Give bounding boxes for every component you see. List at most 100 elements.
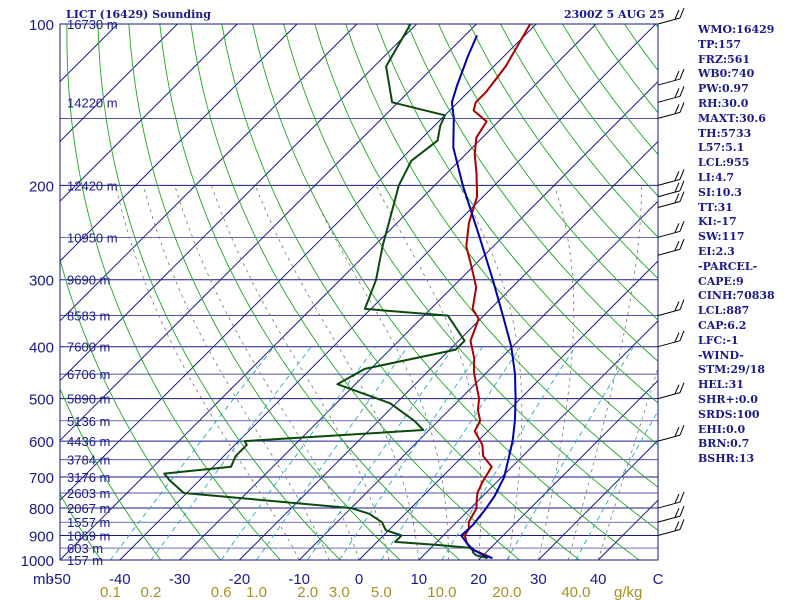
mixing-ratio-line <box>307 346 455 560</box>
index-item: SRDS:100 <box>698 407 760 421</box>
chart-grid <box>60 24 658 560</box>
mixing-ratio-line <box>220 346 376 560</box>
moist-adiabat <box>375 185 482 560</box>
mixing-ratio-label: 0.2 <box>141 584 162 600</box>
isotherm-line <box>60 24 358 322</box>
pressure-tick-label: 300 <box>29 273 54 290</box>
index-item: LI:4.7 <box>698 170 735 184</box>
wind-barb <box>657 86 685 103</box>
temperature-tick-label: -20 <box>229 571 251 588</box>
index-item: FRZ:561 <box>698 52 751 66</box>
pressure-tick-label: 700 <box>29 470 54 487</box>
index-item: SI:10.3 <box>698 185 742 199</box>
height-label: 10950 m <box>67 230 118 245</box>
dry-adiabat <box>128 24 401 560</box>
wind-barb <box>657 519 685 536</box>
station-title: LICT (16429) Sounding <box>66 8 211 21</box>
temperature-tick-label: 10 <box>410 571 427 588</box>
moist-adiabat <box>538 185 575 560</box>
index-item: STM:29/18 <box>698 363 765 377</box>
moist-adiabat <box>143 185 330 560</box>
index-item: EHI:0.0 <box>698 422 746 436</box>
wind-barb <box>657 68 685 86</box>
isotherm-line <box>239 140 658 560</box>
isotherm-line <box>478 379 658 560</box>
index-panel: WMO:16429 TP:157 FRZ:561 WB0:740 PW:0.97 RH:3… <box>698 23 798 467</box>
mixing-ratio-line <box>380 346 521 560</box>
height-label: 1557 m <box>67 515 110 530</box>
pressure-tick-label: 200 <box>29 178 54 195</box>
isotherm-line <box>60 24 298 262</box>
wind-barb <box>657 221 685 238</box>
moist-adiabat <box>458 185 523 560</box>
temperature-axis-labels: -50 -40 -30 -20 -10 0 10 20 30 40 C <box>49 571 663 588</box>
height-label: 5136 m <box>67 414 110 429</box>
dry-adiabat <box>97 24 341 560</box>
index-item: L57:5.1 <box>698 141 745 155</box>
index-item: HEL:31 <box>698 378 744 392</box>
wind-barb <box>657 505 685 523</box>
wind-barb <box>657 191 685 209</box>
wind-barb <box>657 169 685 186</box>
temperature-tick-label: 20 <box>470 571 487 588</box>
isotherm-line <box>179 80 658 560</box>
isotherm-line <box>60 24 597 560</box>
mixing-ratio-label: 2.0 <box>297 584 318 600</box>
index-item: TT:31 <box>698 200 733 214</box>
plot-frame <box>59 23 659 561</box>
dry-adiabat <box>190 24 520 560</box>
mixing-ratio-line <box>441 346 576 560</box>
pressure-tick-label: 500 <box>29 392 54 409</box>
index-item: EI:2.3 <box>698 244 735 258</box>
index-item: WMO:16429 <box>698 23 775 36</box>
index-item: TH:5733 <box>698 126 752 140</box>
isotherm-line <box>597 499 658 560</box>
index-item: -PARCEL- <box>698 259 758 273</box>
dry-adiabat <box>252 24 640 560</box>
mixing-ratio-labels: 0.1 0.2 0.6 1.0 2.0 3.0 5.0 10.0 20.0 40.0 g/kg <box>100 584 642 600</box>
dry-adiabat <box>314 24 658 488</box>
wind-barb <box>657 299 685 317</box>
pressure-tick-label: 100 <box>29 17 54 34</box>
mixing-ratio-line <box>339 346 484 560</box>
pressure-tick-label: 800 <box>29 501 54 518</box>
height-label: 7600 m <box>67 340 110 355</box>
isotherm-line <box>60 24 477 442</box>
index-item: SHR+:0.0 <box>698 392 758 406</box>
dry-adiabat <box>60 257 221 560</box>
pressure-tick-label: 900 <box>29 528 54 545</box>
height-label: 8583 m <box>67 309 110 324</box>
temperature-trace <box>463 24 532 560</box>
pressure-unit-label: mb <box>33 571 54 588</box>
wind-barb <box>657 239 685 256</box>
isotherm-line <box>119 24 657 560</box>
index-item: CAPE:9 <box>698 274 744 288</box>
mixing-ratio-line <box>256 346 408 560</box>
dry-adiabat <box>469 24 658 280</box>
index-item: PW:0.97 <box>698 82 749 96</box>
height-label: 3784 m <box>67 453 110 468</box>
mixing-ratio-line <box>110 346 275 560</box>
height-label: 2067 m <box>67 501 110 516</box>
mixing-ratio-label: 1.0 <box>246 584 267 600</box>
wind-barb <box>657 424 685 442</box>
isotherm-line <box>60 24 537 501</box>
dry-adiabat <box>345 24 658 446</box>
moist-adiabat <box>115 185 300 560</box>
isotherm-line <box>298 200 658 560</box>
moist-adiabat <box>211 185 390 560</box>
dry-adiabat <box>438 24 658 321</box>
pressure-tick-label: 1000 <box>21 553 54 570</box>
mixing-ratio-line <box>506 346 634 560</box>
height-label: 5890 m <box>67 392 110 407</box>
height-label: 14220 m <box>67 95 118 110</box>
celsius-label: C <box>653 571 664 588</box>
sounding-traces <box>163 24 532 560</box>
parcel-trace <box>450 35 517 560</box>
wind-barb <box>657 330 685 348</box>
wind-barb <box>657 491 685 509</box>
height-labels: 16730 m 14220 m 12420 m 10950 m 9690 m 8583 m… <box>67 17 118 568</box>
height-label: 157 m <box>67 553 103 568</box>
isotherm-line <box>538 439 658 560</box>
